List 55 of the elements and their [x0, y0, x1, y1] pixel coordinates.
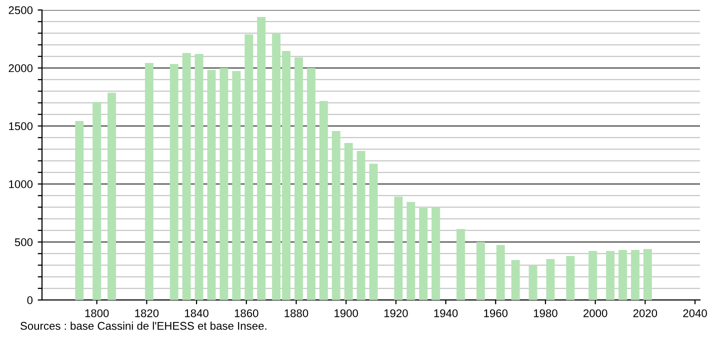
x-tick-label: 1800 [85, 309, 109, 318]
bar [306, 68, 316, 300]
bar [220, 68, 228, 300]
y-tick-label: 1000 [9, 180, 33, 188]
x-tick-label: 1980 [534, 309, 558, 318]
bar [606, 251, 615, 300]
bar [546, 259, 555, 300]
x-tick-label: 2020 [633, 309, 658, 318]
bar [207, 70, 216, 300]
bar [369, 164, 378, 300]
bar [419, 208, 428, 300]
bar [194, 54, 204, 300]
x-tick-label: 1960 [484, 309, 508, 318]
x-tick-label: 1840 [185, 309, 208, 318]
bar [108, 92, 116, 300]
y-tick-label: 1500 [9, 122, 33, 130]
bar [294, 57, 303, 300]
bar [244, 34, 254, 300]
y-tick-label: 2000 [8, 64, 33, 72]
y-tick-label: 500 [14, 238, 33, 246]
x-tick-label: 2000 [584, 309, 608, 318]
x-tick-label: 1820 [135, 309, 159, 318]
bar [356, 151, 366, 300]
x-tick-label: 1860 [234, 309, 258, 318]
bar [528, 264, 538, 300]
x-tick-label: 1940 [434, 309, 458, 318]
bar [566, 256, 575, 300]
bar [406, 202, 416, 300]
x-tick-label: 2040 [683, 309, 707, 318]
bar [511, 260, 520, 300]
bar [432, 206, 440, 300]
bar [456, 229, 465, 300]
x-tick-label: 1920 [384, 309, 408, 318]
bar [144, 63, 154, 300]
bar [394, 196, 403, 300]
bar [170, 64, 178, 300]
bar [476, 242, 485, 300]
source-note: Sources : base Cassini de l'EHESS et base Insee. [20, 322, 266, 330]
x-tick-label: 1880 [284, 309, 308, 318]
bar [618, 250, 627, 300]
bar [344, 143, 353, 300]
bar [496, 245, 505, 300]
bar [319, 100, 328, 300]
bar [588, 251, 598, 300]
y-tick-label: 0 [27, 296, 33, 304]
bar [182, 53, 191, 300]
bar [332, 130, 340, 300]
bar [232, 71, 241, 300]
bar [643, 248, 652, 300]
bar [75, 121, 84, 300]
y-tick-label: 2500 [8, 6, 33, 14]
bar [630, 250, 640, 300]
bar [92, 102, 102, 300]
x-tick-label: 1900 [334, 309, 358, 318]
bar [257, 16, 266, 300]
